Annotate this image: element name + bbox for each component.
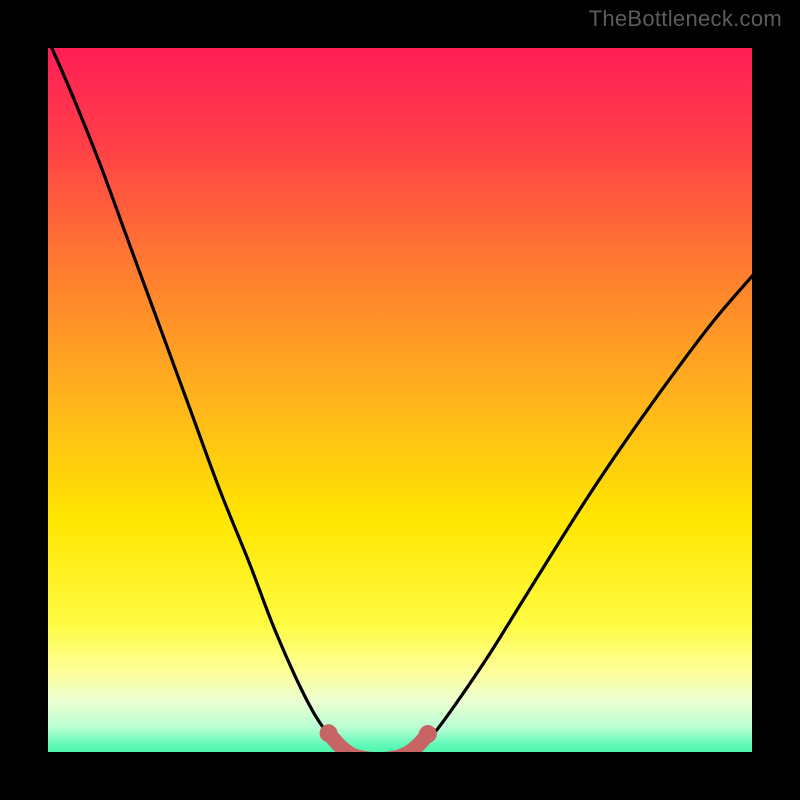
chart-viewport: TheBottleneck.com [0, 0, 800, 800]
highlight-end-marker [419, 725, 437, 743]
background-gradient [24, 28, 776, 772]
chart-svg [0, 0, 800, 800]
highlight-start-marker [320, 724, 338, 742]
watermark-label: TheBottleneck.com [589, 6, 782, 32]
